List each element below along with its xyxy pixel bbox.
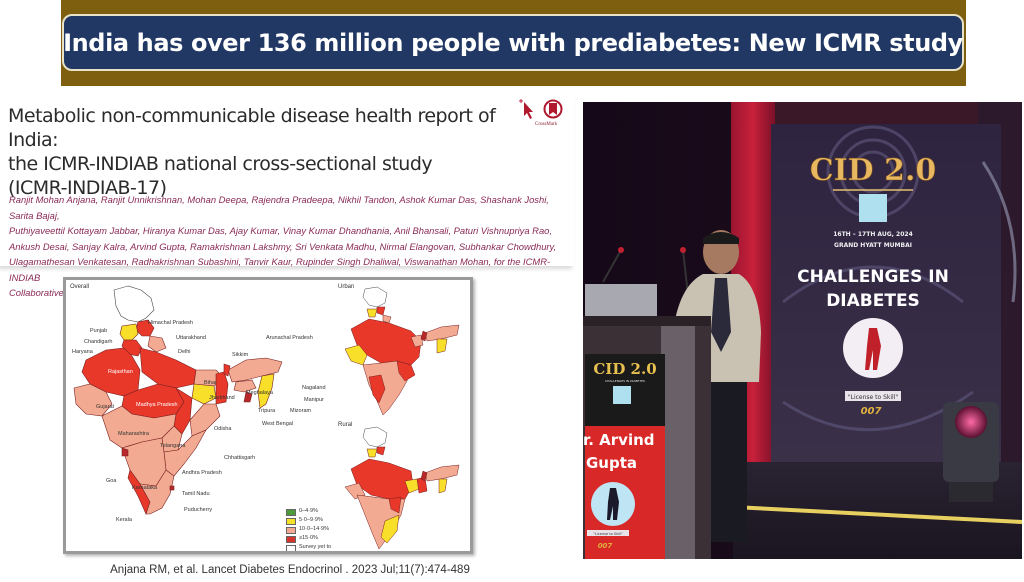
label-uttarakhand: Uttarakhand bbox=[176, 335, 206, 341]
panel-title-overall: Overall bbox=[70, 284, 90, 290]
conference-stage-scene: CID 2.0 16TH – 17TH AUG, 2024 GRAND HYAT… bbox=[583, 102, 1022, 559]
forum-logo-icon bbox=[859, 194, 887, 222]
screen-event-dates: 16TH – 17TH AUG, 2024 bbox=[833, 231, 913, 238]
author-line: Ulagamathesan Venkatesan, Radhakrishnan … bbox=[9, 256, 551, 283]
label-meghalaya: Meghalaya bbox=[246, 390, 273, 396]
paper-title: Metabolic non-communicable disease healt… bbox=[8, 104, 518, 200]
podium-name-line2: Gupta bbox=[586, 454, 637, 472]
label-rajasthan: Rajasthan bbox=[108, 369, 133, 375]
author-line: Ranjit Mohan Anjana, Ranjit Unnikrishnan… bbox=[9, 194, 549, 221]
prevalence-map-figure: Overall Urban Rural bbox=[63, 277, 473, 554]
paper-header-clipping: Metabolic non-communicable disease healt… bbox=[0, 96, 574, 298]
legend-item: ≥15·0% bbox=[286, 535, 335, 543]
legend-item: 0–4·9% bbox=[286, 508, 335, 516]
label-tripura: Tripura bbox=[258, 408, 276, 414]
map-legend: 0–4·9% 5·0–9·9% 10·0–14·9% ≥15·0% Survey… bbox=[286, 508, 335, 551]
paper-title-line: Metabolic non-communicable disease healt… bbox=[8, 105, 496, 151]
label-kerala: Kerala bbox=[116, 517, 132, 523]
title-banner: India has over 136 million people with p… bbox=[62, 14, 964, 71]
label-odisha: Odisha bbox=[214, 426, 232, 432]
label-andhra-pradesh: Andhra Pradesh bbox=[182, 470, 222, 476]
label-manipur: Manipur bbox=[304, 397, 324, 403]
label-tamil-nadu: Tamil Nadu bbox=[182, 491, 210, 497]
screen-tagline: "License to Skill" bbox=[848, 394, 899, 401]
screen-venue: GRAND HYATT MUMBAI bbox=[834, 242, 912, 249]
screen-cid-logo: CID 2.0 bbox=[810, 153, 937, 188]
label-gujarat: Gujarat bbox=[96, 404, 115, 410]
label-chhattisgarh: Chhattisgarh bbox=[224, 455, 256, 461]
label-sikkim: Sikkim bbox=[232, 352, 249, 358]
panel-title-urban: Urban bbox=[338, 284, 355, 290]
crossmark-label: CrossMark bbox=[535, 122, 558, 127]
urban-india-map bbox=[344, 286, 460, 416]
label-jharkhand: Jharkhand bbox=[209, 395, 235, 401]
paper-title-line: (ICMR-INDIAB-17) bbox=[8, 177, 167, 199]
svg-text:CHALLENGES IN DIABETES: CHALLENGES IN DIABETES bbox=[605, 379, 645, 383]
panel-title-rural: Rural bbox=[338, 422, 353, 428]
label-nagaland: Nagaland bbox=[302, 385, 326, 391]
crossmark-icon bbox=[519, 99, 563, 119]
legend-item: Survey yet to commence bbox=[286, 544, 335, 551]
headline: India has over 136 million people with p… bbox=[63, 28, 963, 57]
screen-007-logo: 007 bbox=[861, 406, 882, 417]
author-line: Puthiyaveettil Kottayam Jabbar, Hiranya … bbox=[9, 225, 552, 236]
svg-text:"License to Skill": "License to Skill" bbox=[593, 532, 623, 536]
label-west-bengal: West Bengal bbox=[262, 421, 294, 427]
screen-heading-line1: CHALLENGES IN bbox=[797, 267, 949, 287]
label-bihar: Bihar bbox=[204, 380, 217, 386]
label-himachal-pradesh: Himachal Pradesh bbox=[148, 320, 193, 326]
label-madhya-pradesh: Madhya Pradesh bbox=[136, 402, 178, 408]
label-goa: Goa bbox=[106, 478, 117, 484]
label-punjab: Punjab bbox=[90, 328, 108, 334]
label-haryana: Haryana bbox=[72, 349, 93, 355]
podium-name-line1: r. Arvind bbox=[583, 431, 655, 449]
author-line: Ankush Desai, Sanjay Kalra, Arvind Gupta… bbox=[9, 240, 557, 252]
citation: Anjana RM, et al. Lancet Diabetes Endocr… bbox=[110, 564, 470, 576]
legend-item: 5·0–9·9% bbox=[286, 517, 335, 525]
conference-photo: CID 2.0 16TH – 17TH AUG, 2024 GRAND HYAT… bbox=[583, 102, 1022, 559]
label-telangana: Telangana bbox=[160, 443, 186, 449]
legend-item: 10·0–14·9% bbox=[286, 526, 335, 534]
label-chandigarh: Chandigarh bbox=[84, 339, 113, 345]
overall-india-map bbox=[73, 285, 283, 515]
label-maharashtra: Maharashtra bbox=[118, 431, 149, 437]
label-arunachal-pradesh: Arunachal Pradesh bbox=[266, 335, 313, 341]
label-karnataka: Karnataka bbox=[132, 485, 158, 491]
podium-cid-logo: CID 2.0 bbox=[593, 360, 656, 378]
svg-text:007: 007 bbox=[598, 542, 613, 550]
paper-title-line: the ICMR-INDIAB national cross-sectional… bbox=[8, 153, 433, 175]
rural-india-map bbox=[344, 426, 460, 550]
label-delhi: Delhi bbox=[178, 349, 191, 355]
label-mizoram: Mizoram bbox=[290, 408, 312, 414]
screen-heading-line2: DIABETES bbox=[826, 291, 920, 311]
label-puducherry: Puducherry bbox=[184, 507, 213, 513]
stage-light-icon bbox=[955, 406, 987, 438]
